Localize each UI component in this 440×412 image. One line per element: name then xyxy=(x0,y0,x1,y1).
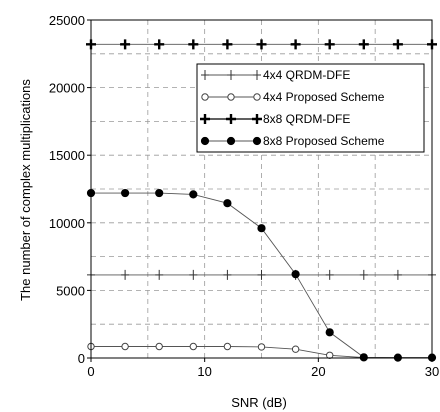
legend-marker xyxy=(252,114,262,124)
y-tick-label: 25000 xyxy=(49,13,85,28)
legend-item: 8x8 QRDM-DFE xyxy=(200,112,350,126)
data-point xyxy=(155,342,163,351)
data-point xyxy=(223,342,232,351)
x-tick-label: 20 xyxy=(311,364,325,379)
x-axis-label: SNR (dB) xyxy=(231,395,287,410)
data-point xyxy=(290,39,301,50)
data-point xyxy=(257,224,266,233)
y-ticks: 0 5000 10000 15000 20000 25000 xyxy=(49,13,91,366)
legend-marker xyxy=(253,93,261,101)
y-tick-label: 15000 xyxy=(49,148,85,163)
data-point xyxy=(325,269,334,280)
x-tick-label: 10 xyxy=(197,364,211,379)
data-point xyxy=(121,188,130,198)
legend-box xyxy=(196,63,425,153)
data-point xyxy=(256,39,267,50)
data-point xyxy=(392,39,403,50)
x-tick-label: 30 xyxy=(425,364,439,379)
y-tick-label: 20000 xyxy=(49,81,85,96)
data-point xyxy=(325,328,334,337)
series-3 xyxy=(86,39,437,50)
x-tick-label: 0 xyxy=(87,364,94,379)
legend-marker xyxy=(200,114,210,124)
legend-item: 8x8 Proposed Scheme xyxy=(200,134,385,148)
data-point xyxy=(359,269,368,280)
legend-marker xyxy=(226,114,236,124)
y-tick-label: 5000 xyxy=(56,283,85,298)
legend-label: 4x4 Proposed Scheme xyxy=(263,90,385,104)
data-point xyxy=(257,343,266,351)
legend-label: 8x8 QRDM-DFE xyxy=(263,112,350,126)
legend-marker xyxy=(227,70,235,80)
y-axis-label: The number of complex multiplications xyxy=(18,79,33,301)
data-point xyxy=(358,39,369,50)
data-point xyxy=(155,269,164,280)
legend-marker xyxy=(201,70,209,80)
data-point xyxy=(291,345,300,353)
data-point xyxy=(223,269,232,280)
data-point xyxy=(324,39,335,50)
plot-frame xyxy=(90,19,433,359)
data-point xyxy=(291,270,300,279)
data-point xyxy=(393,269,402,280)
data-point xyxy=(121,342,129,351)
data-point xyxy=(155,188,164,198)
data-point xyxy=(121,269,130,280)
legend: 4x4 QRDM-DFE 4x4 Proposed Scheme 8x8 QRDM-… xyxy=(196,63,425,153)
legend-item: 4x4 Proposed Scheme xyxy=(201,90,385,104)
data-point xyxy=(120,39,131,50)
data-point xyxy=(189,190,198,199)
legend-label: 8x8 Proposed Scheme xyxy=(263,134,385,148)
data-point xyxy=(222,39,233,50)
legend-marker xyxy=(252,136,262,146)
legend-label: 4x4 QRDM-DFE xyxy=(263,68,350,82)
legend-marker xyxy=(200,136,210,146)
data-point xyxy=(257,269,266,280)
data-point xyxy=(188,39,199,50)
y-tick-label: 10000 xyxy=(49,216,85,231)
data-point xyxy=(154,39,165,50)
series-1 xyxy=(87,269,436,280)
legend-marker xyxy=(253,70,261,80)
y-tick-label: 0 xyxy=(78,351,85,366)
legend-marker xyxy=(226,136,236,146)
legend-marker xyxy=(201,93,209,101)
data-point xyxy=(189,342,198,351)
legend-marker xyxy=(227,93,235,101)
x-ticks: 0 10 20 30 xyxy=(87,358,439,379)
data-point xyxy=(359,353,368,362)
data-point xyxy=(223,199,232,208)
data-point xyxy=(189,269,198,280)
legend-item: 4x4 QRDM-DFE xyxy=(201,68,350,82)
